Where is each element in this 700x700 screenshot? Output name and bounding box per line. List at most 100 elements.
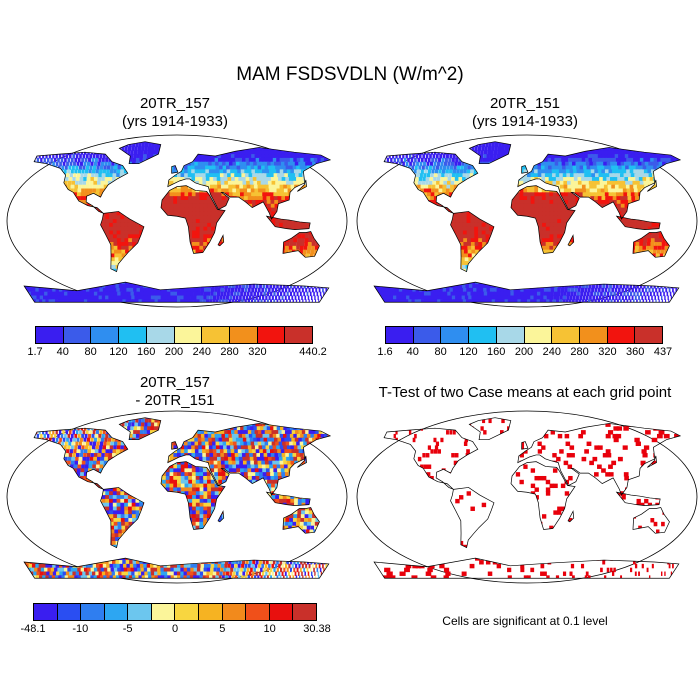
panel-title-4: T-Test of two Case means at each grid po… (355, 384, 695, 402)
colorbar-3-swatch (34, 604, 58, 620)
colorbar-tick-label: 360 (626, 346, 645, 358)
map-panel-1 (6, 134, 348, 308)
panel-3-title-line1: 20TR_157 (139, 374, 211, 391)
coastline-madagascar (567, 234, 575, 247)
coastline-samerica (450, 487, 495, 549)
colorbar-tick-label: 5 (219, 623, 226, 635)
colorbar-1-labels: 1.7 40 80 120 160 200 240 280 320 440.2 (27, 346, 326, 360)
colorbar-tick-label: 200 (164, 346, 184, 358)
coastline-japan (647, 179, 657, 192)
colorbar-tick-label: 80 (434, 346, 447, 358)
colorbar-2-swatch (386, 327, 414, 343)
colorbar-3-swatch (269, 604, 294, 620)
colorbar-tick-label: 320 (598, 346, 617, 358)
coastline-uk (521, 165, 529, 174)
colorbar-tick-label: 240 (192, 346, 211, 358)
colorbar-tick-label: 200 (514, 346, 534, 358)
colorbar-tick-label: 437 (653, 346, 673, 358)
panel-2-title-line1: 20TR_151 (489, 95, 561, 112)
coastline-namerica (383, 151, 479, 214)
coastline-africa (160, 185, 226, 254)
colorbar-1-swatch (202, 327, 230, 343)
colorbar-tick-label: 40 (56, 346, 69, 358)
colorbar-2-swatch (441, 327, 470, 343)
colorbar-3-swatch (151, 604, 176, 620)
coastline-australia (632, 231, 670, 258)
colorbar-1-swatch (174, 327, 203, 343)
coastline-australia (282, 507, 320, 534)
colorbar-1 (35, 326, 313, 344)
coastline-eurasia (167, 147, 332, 220)
colorbar-1-swatch (285, 327, 313, 343)
colorbar-tick-label: 280 (570, 346, 589, 358)
colorbar-tick-label: 160 (487, 346, 506, 358)
coastline-indonesia (615, 215, 661, 230)
coastline-madagascar (217, 510, 225, 523)
map-panel-4 (356, 410, 698, 584)
panel-title-2: 20TR_151 (yrs 1914-1933) (405, 95, 645, 131)
colorbar-3-swatch (104, 604, 129, 620)
colorbar-tick-label: -48.1 (20, 623, 46, 635)
coastline-namerica (33, 151, 129, 214)
coastline-samerica (100, 487, 145, 549)
colorbar-1-swatch (63, 327, 92, 343)
colorbar-3-swatch (81, 604, 105, 620)
colorbar-tick-label: 240 (542, 346, 561, 358)
colorbar-1-swatch (229, 327, 258, 343)
colorbar-3-swatch (222, 604, 247, 620)
colorbar-2-swatch (607, 327, 636, 343)
colorbar-1-swatch (119, 327, 147, 343)
colorbar-2 (385, 326, 663, 344)
colorbar-2-swatch (524, 327, 553, 343)
coastline-greenland (118, 141, 162, 165)
colorbar-tick-label: 280 (220, 346, 239, 358)
colorbar-2-swatch (635, 327, 663, 343)
panel-3-title-line2: - 20TR_151 (135, 392, 215, 409)
colorbar-2-swatch (496, 327, 525, 343)
colorbar-3-swatch (199, 604, 223, 620)
panel-1-title-line1: 20TR_157 (139, 95, 211, 112)
colorbar-tick-label: 10 (263, 623, 276, 635)
significance-note: Cells are significant at 0.1 level (442, 614, 608, 628)
coastline-samerica (450, 211, 495, 273)
map-panel-2 (356, 134, 698, 308)
map-panel-3 (6, 410, 348, 584)
panel-title-3: 20TR_157 - 20TR_151 (55, 374, 295, 410)
coastline-antarctica (23, 557, 330, 579)
coastline-greenland (118, 417, 162, 441)
coastline-japan (647, 455, 657, 468)
coastline-indonesia (615, 491, 661, 506)
coastline-antarctica (23, 281, 330, 303)
coastline-japan (297, 179, 307, 192)
coastline-madagascar (567, 510, 575, 523)
panel-2-title-line2: (yrs 1914-1933) (472, 113, 578, 130)
colorbar-tick-label: 0 (171, 623, 179, 635)
coastline-antarctica (373, 281, 680, 303)
coastline-australia (632, 507, 670, 534)
coastline-eurasia (167, 423, 332, 496)
coastline-africa (510, 185, 576, 254)
colorbar-3-swatch (128, 604, 152, 620)
colorbar-2-swatch (413, 327, 442, 343)
colorbar-1-swatch (146, 327, 175, 343)
panel-title-1: 20TR_157 (yrs 1914-1933) (55, 95, 295, 131)
colorbar-tick-label: 80 (84, 346, 97, 358)
coastline-greenland (468, 141, 512, 165)
coastline-madagascar (217, 234, 225, 247)
colorbar-tick-label: -5 (122, 623, 133, 635)
coastline-greenland (468, 417, 512, 441)
coastline-namerica (383, 427, 479, 490)
coastline-namerica (33, 427, 129, 490)
coastline-eurasia (517, 147, 682, 220)
panel-1-title-line2: (yrs 1914-1933) (122, 113, 228, 130)
coastline-indonesia (265, 215, 311, 230)
colorbar-2-labels: 1.6 40 80 120 160 200 240 280 320 360 437 (377, 346, 672, 360)
colorbar-tick-label: 160 (137, 346, 156, 358)
colorbar-tick-label: 120 (109, 346, 128, 358)
coastline-uk (521, 441, 529, 450)
colorbar-1-swatch (36, 327, 64, 343)
colorbar-1-swatch (91, 327, 120, 343)
colorbar-tick-label: 320 (248, 346, 267, 358)
colorbar-3-swatch (57, 604, 82, 620)
colorbar-tick-label: 1.6 (377, 346, 393, 358)
